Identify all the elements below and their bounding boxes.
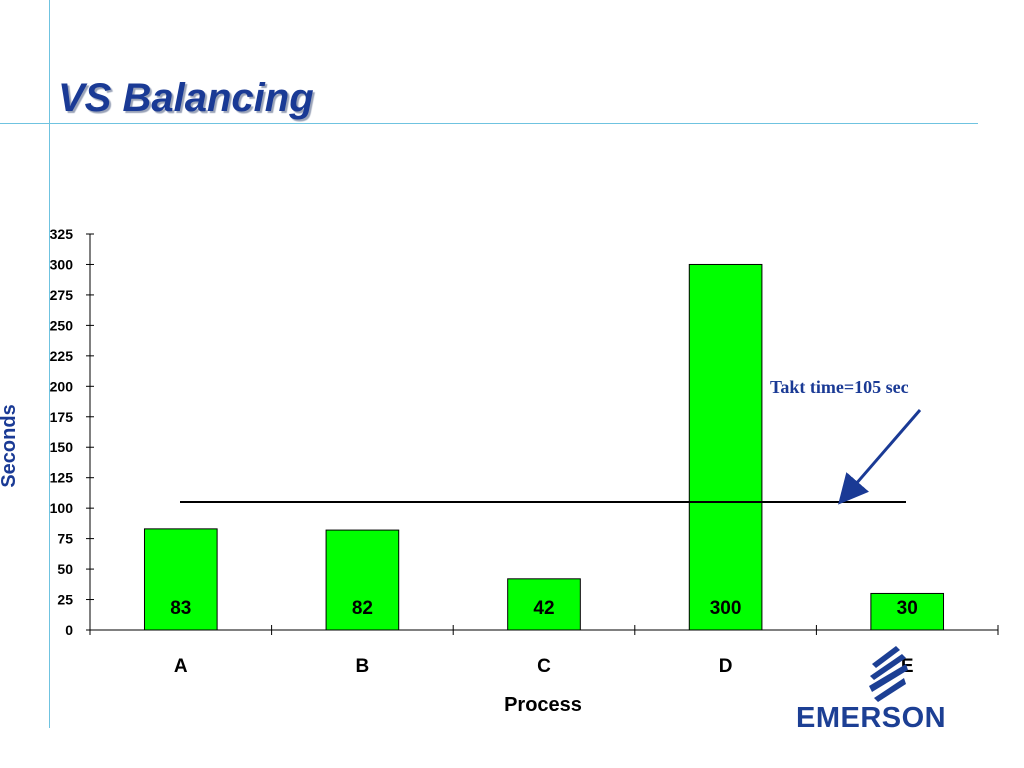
data-label: 30 — [897, 598, 918, 619]
takt-time-line-group — [180, 409, 922, 505]
bar — [688, 263, 763, 631]
y-tick-label: 100 — [50, 500, 74, 516]
x-tick-label: A — [174, 656, 188, 677]
y-tick-label: 0 — [65, 622, 73, 638]
takt-time-annotation: Takt time=105 sec — [770, 377, 909, 397]
y-tick-label: 50 — [57, 561, 73, 577]
y-axis: 0 25 50 75 100 125 150 175 200 225 250 275 300 325 — [50, 226, 94, 638]
y-tick-label: 25 — [57, 592, 73, 608]
y-axis-title: Seconds — [0, 404, 20, 487]
slide-guide-vertical — [49, 0, 50, 728]
y-tick-label: 300 — [50, 256, 74, 272]
emerson-logo-icon — [869, 646, 908, 702]
data-label: 82 — [352, 598, 373, 619]
y-tick-label: 225 — [50, 348, 74, 364]
y-tick-label: 125 — [50, 470, 74, 486]
data-label: 42 — [533, 598, 554, 619]
y-tick-label: 75 — [57, 531, 73, 547]
x-tick-label: B — [356, 656, 370, 677]
bars: 83 82 42 300 30 — [143, 263, 945, 631]
slide-guide-horizontal — [0, 123, 978, 124]
data-label: 83 — [170, 598, 191, 619]
y-tick-label: 275 — [50, 287, 74, 303]
bar — [870, 592, 945, 631]
x-axis-title: Process — [504, 694, 582, 716]
y-tick-label: 200 — [50, 378, 74, 394]
emerson-logo-text: EMERSON — [796, 702, 947, 734]
x-tick-label: D — [719, 656, 733, 677]
bar — [325, 529, 400, 631]
y-tick-label: 250 — [50, 317, 74, 333]
y-tick-label: 175 — [50, 409, 74, 425]
y-tick-label: 325 — [50, 226, 74, 242]
bar — [507, 578, 581, 631]
annotation-arrow — [838, 409, 922, 505]
page-title: VS Balancing — [58, 76, 314, 120]
bar — [143, 528, 218, 631]
y-tick-label: 150 — [50, 439, 74, 455]
x-tick-label: C — [537, 656, 551, 677]
data-label: 300 — [710, 598, 742, 619]
